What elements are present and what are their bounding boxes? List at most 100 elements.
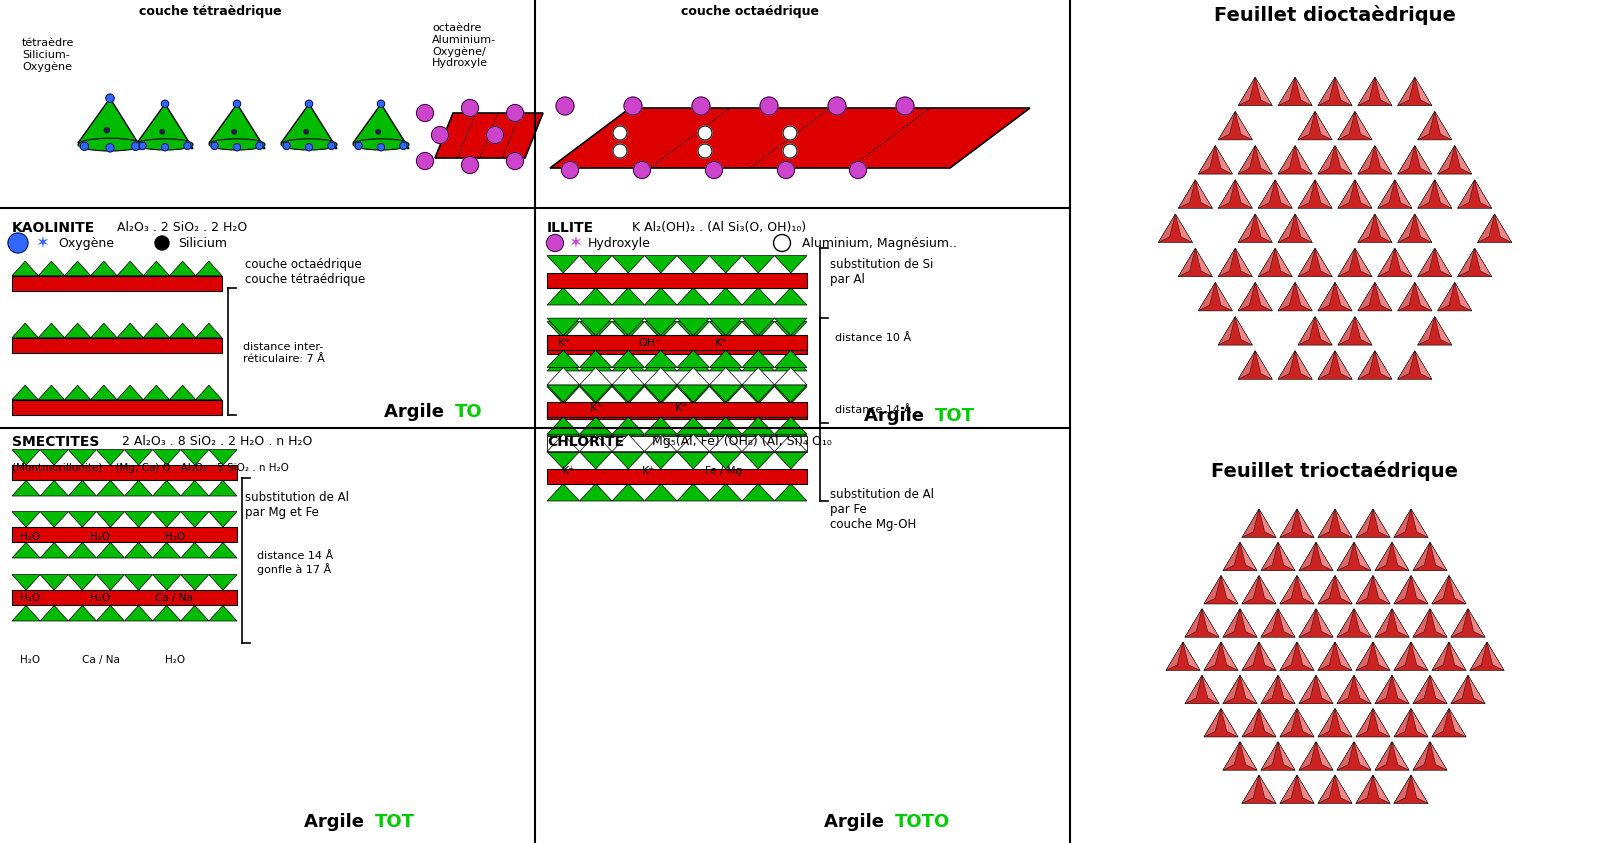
Text: H₂O: H₂O (165, 532, 186, 542)
Text: K⁺: K⁺ (558, 338, 571, 348)
Polygon shape (1432, 642, 1450, 670)
Polygon shape (69, 512, 96, 527)
Polygon shape (1278, 351, 1312, 379)
Polygon shape (709, 255, 742, 273)
Circle shape (416, 153, 434, 169)
Polygon shape (613, 452, 645, 469)
Polygon shape (1298, 775, 1314, 803)
Polygon shape (210, 449, 237, 465)
Polygon shape (677, 354, 709, 371)
Polygon shape (1318, 775, 1334, 803)
Polygon shape (709, 419, 742, 436)
Polygon shape (645, 368, 677, 385)
Polygon shape (1398, 78, 1414, 105)
Circle shape (306, 143, 312, 151)
Polygon shape (1242, 708, 1277, 737)
Polygon shape (210, 481, 237, 496)
Polygon shape (613, 385, 645, 402)
Polygon shape (1418, 317, 1451, 345)
Polygon shape (1454, 282, 1472, 311)
Circle shape (706, 162, 723, 179)
Polygon shape (1221, 576, 1238, 604)
Polygon shape (1222, 609, 1240, 637)
Circle shape (378, 143, 384, 151)
Polygon shape (1414, 214, 1432, 243)
Polygon shape (547, 385, 579, 402)
FancyBboxPatch shape (13, 338, 222, 353)
Polygon shape (1354, 742, 1371, 771)
Polygon shape (40, 481, 69, 496)
Polygon shape (1450, 708, 1466, 737)
Polygon shape (210, 512, 237, 527)
Polygon shape (1218, 180, 1253, 208)
Polygon shape (1338, 675, 1354, 704)
Circle shape (104, 127, 109, 132)
Circle shape (306, 100, 312, 107)
Polygon shape (709, 452, 742, 469)
Polygon shape (613, 287, 645, 305)
Polygon shape (774, 287, 806, 305)
FancyBboxPatch shape (547, 402, 806, 417)
Polygon shape (1394, 576, 1411, 604)
Polygon shape (1413, 742, 1430, 771)
Polygon shape (1414, 146, 1432, 175)
Polygon shape (96, 542, 125, 558)
Polygon shape (1358, 214, 1374, 243)
Polygon shape (38, 323, 64, 338)
Polygon shape (613, 387, 645, 404)
Polygon shape (1374, 146, 1392, 175)
Circle shape (160, 130, 165, 134)
Polygon shape (1355, 708, 1373, 737)
Polygon shape (152, 481, 181, 496)
Polygon shape (1358, 351, 1374, 379)
Polygon shape (1315, 542, 1333, 571)
Polygon shape (677, 419, 709, 436)
Polygon shape (774, 368, 806, 385)
Polygon shape (96, 481, 125, 496)
FancyBboxPatch shape (13, 276, 222, 291)
Polygon shape (1358, 78, 1374, 105)
Polygon shape (1413, 609, 1430, 637)
Polygon shape (1338, 542, 1371, 571)
Circle shape (698, 144, 712, 158)
Polygon shape (1338, 111, 1373, 140)
Polygon shape (64, 323, 91, 338)
Ellipse shape (138, 139, 194, 150)
Polygon shape (1432, 708, 1466, 737)
Polygon shape (742, 368, 774, 385)
Circle shape (256, 142, 262, 149)
Polygon shape (1435, 180, 1451, 208)
Polygon shape (1354, 609, 1371, 637)
Polygon shape (1222, 675, 1258, 704)
Polygon shape (1280, 509, 1314, 538)
Polygon shape (1334, 351, 1352, 379)
Polygon shape (181, 449, 210, 465)
Text: Argile: Argile (864, 407, 930, 425)
Polygon shape (1486, 642, 1504, 670)
Polygon shape (78, 98, 142, 149)
Polygon shape (774, 417, 806, 434)
Polygon shape (1318, 509, 1352, 538)
Polygon shape (181, 605, 210, 621)
Text: Fe / Mg: Fe / Mg (706, 466, 742, 476)
Polygon shape (13, 542, 40, 558)
Polygon shape (1261, 609, 1294, 637)
Polygon shape (152, 605, 181, 621)
Circle shape (624, 97, 642, 115)
Polygon shape (774, 350, 806, 368)
Polygon shape (1374, 609, 1392, 637)
Polygon shape (1394, 775, 1411, 803)
Circle shape (850, 162, 867, 179)
Polygon shape (117, 323, 144, 338)
Polygon shape (547, 419, 579, 436)
Polygon shape (774, 434, 806, 452)
Polygon shape (1454, 146, 1472, 175)
Polygon shape (645, 419, 677, 436)
Polygon shape (1437, 282, 1454, 311)
Text: TO: TO (454, 403, 483, 421)
Polygon shape (1355, 642, 1390, 670)
Text: Argile: Argile (384, 403, 450, 421)
Polygon shape (1355, 509, 1373, 538)
Polygon shape (1222, 542, 1258, 571)
FancyBboxPatch shape (13, 400, 222, 415)
